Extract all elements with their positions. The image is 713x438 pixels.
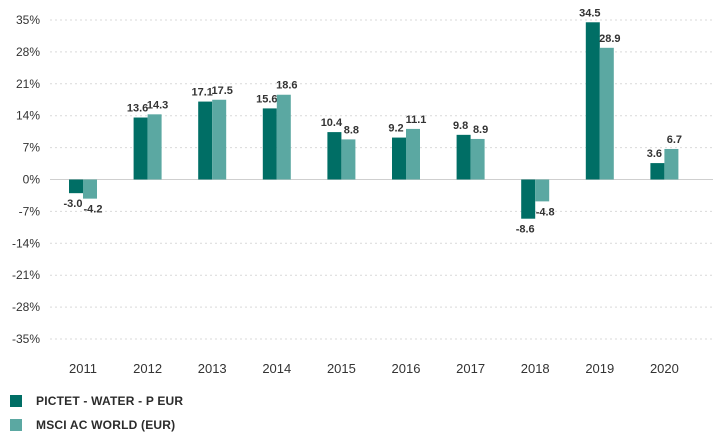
data-label: 8.9 [473, 124, 488, 136]
x-tick-label: 2014 [262, 361, 291, 376]
bar [650, 163, 665, 180]
data-label: -4.2 [84, 204, 103, 216]
y-tick-label: 21% [16, 77, 40, 91]
bar [392, 137, 406, 180]
bar [585, 22, 600, 180]
data-label: -3.0 [64, 198, 83, 210]
legend-label-pictet-water: PICTET - WATER - P EUR [36, 394, 184, 408]
x-tick-label: 2012 [133, 361, 162, 376]
bar [327, 132, 342, 180]
bar [133, 117, 148, 180]
bar [212, 99, 227, 180]
legend-label-msci-ac-world: MSCI AC WORLD (EUR) [36, 418, 176, 432]
data-label: 3.6 [647, 148, 662, 160]
bar [262, 108, 277, 180]
bar [276, 94, 291, 180]
data-label: 28.9 [599, 33, 620, 45]
bar [470, 138, 485, 180]
bar [599, 47, 614, 180]
data-label: 14.3 [147, 99, 168, 111]
bar [83, 179, 97, 199]
data-label: 17.1 [191, 87, 212, 99]
y-tick-label: 28% [16, 45, 40, 59]
data-label: -8.6 [516, 224, 535, 236]
data-label: 17.5 [211, 85, 232, 97]
y-tick-label: 35% [16, 13, 40, 27]
data-label: 18.6 [276, 80, 297, 92]
y-tick-label: -7% [19, 204, 41, 218]
data-label: 34.5 [579, 7, 600, 19]
legend-swatch-pictet-water [10, 395, 22, 407]
x-tick-label: 2015 [327, 361, 356, 376]
data-label: -4.8 [536, 206, 555, 218]
x-tick-label: 2017 [456, 361, 485, 376]
data-label: 11.1 [406, 114, 427, 126]
bar [341, 139, 356, 180]
legend-item-pictet-water: PICTET - WATER - P EUR [10, 394, 183, 408]
bar [664, 148, 679, 180]
legend-item-msci-ac-world: MSCI AC WORLD (EUR) [10, 418, 175, 432]
y-tick-label: -21% [12, 268, 40, 282]
bar [406, 128, 420, 180]
y-tick-label: -35% [12, 332, 40, 346]
x-tick-label: 2013 [198, 361, 227, 376]
bar [535, 179, 550, 202]
y-tick-label: 7% [23, 141, 41, 155]
x-tick-label: 2020 [650, 361, 679, 376]
data-label: 15.6 [256, 93, 277, 105]
legend-swatch-msci-ac-world [10, 419, 22, 431]
bar [198, 101, 213, 180]
data-label: 13.6 [127, 103, 148, 115]
bar [147, 114, 162, 180]
x-tick-label: 2011 [69, 361, 97, 376]
x-tick-label: 2019 [585, 361, 614, 376]
y-tick-label: 14% [16, 109, 40, 123]
bar [456, 134, 471, 180]
y-tick-label: 0% [23, 173, 41, 187]
bar [69, 179, 83, 194]
x-tick-label: 2016 [392, 361, 421, 376]
data-label: 9.8 [453, 120, 468, 132]
x-tick-label: 2018 [521, 361, 550, 376]
data-label: 8.8 [344, 124, 359, 136]
y-tick-label: -14% [12, 236, 40, 250]
y-tick-label: -28% [12, 300, 40, 314]
data-label: 10.4 [321, 117, 343, 129]
bar-chart: 35%28%21%14%7%0%-7%-14%-21%-28%-35%-3.0-… [12, 7, 713, 376]
data-label: 6.7 [667, 134, 682, 146]
data-label: 9.2 [388, 123, 403, 135]
bar [521, 179, 536, 219]
